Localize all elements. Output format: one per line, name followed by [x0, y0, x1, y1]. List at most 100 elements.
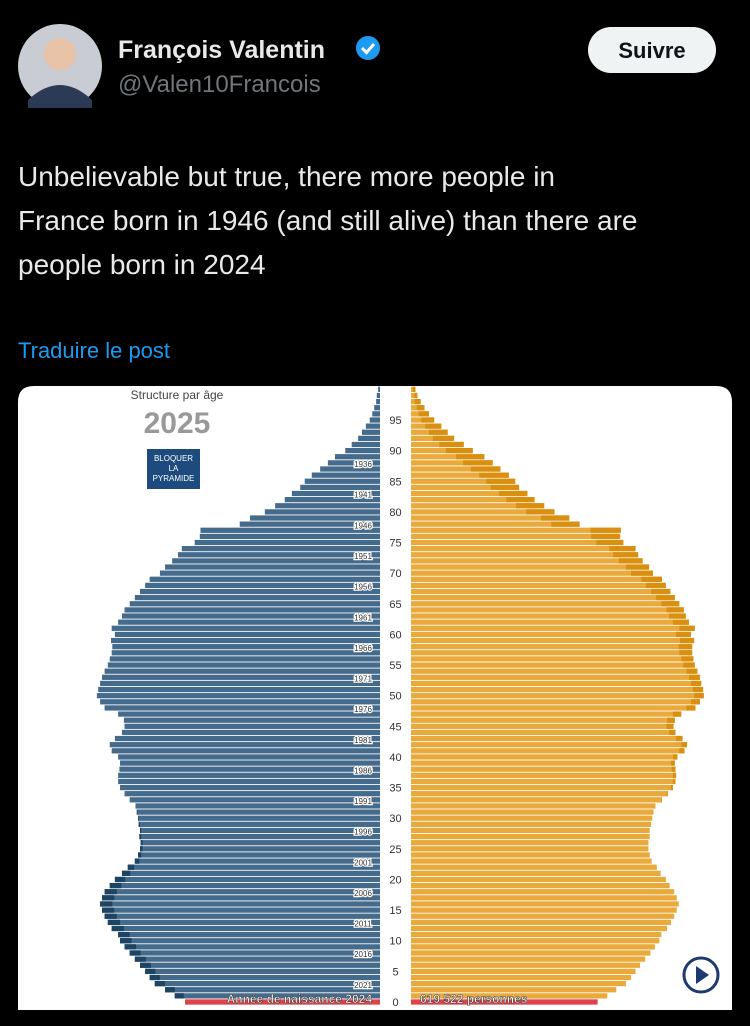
age-tick-label: 80	[389, 507, 401, 519]
female-surplus	[679, 637, 695, 644]
female-bar	[411, 552, 639, 558]
female-surplus	[591, 533, 621, 540]
female-bar	[411, 840, 649, 846]
female-bar	[411, 987, 617, 993]
male-bar	[177, 552, 380, 558]
female-bar	[411, 699, 700, 705]
female-bar	[411, 546, 636, 552]
female-surplus	[690, 699, 700, 705]
female-bar	[411, 705, 696, 711]
male-bar	[111, 625, 381, 631]
male-bar	[109, 882, 380, 889]
author-name[interactable]: François Valentin	[118, 36, 325, 64]
male-bar	[111, 925, 381, 932]
male-bar	[121, 729, 381, 736]
lock-label[interactable]: BLOQUER	[154, 454, 193, 463]
male-bar	[120, 938, 380, 944]
female-bar	[411, 625, 695, 631]
male-bar	[129, 601, 380, 607]
male-bar	[124, 723, 381, 729]
female-bar	[411, 576, 662, 582]
male-bar	[165, 987, 380, 993]
age-tick-label: 55	[389, 660, 401, 672]
female-bar	[411, 925, 668, 932]
female-surplus	[651, 588, 671, 595]
male-bar	[129, 797, 380, 803]
male-bar	[104, 913, 380, 919]
male-bar	[120, 784, 380, 791]
male-bar	[102, 907, 380, 913]
male-bar	[291, 490, 380, 497]
birth-year-label: 2021	[354, 981, 372, 990]
male-surplus	[138, 852, 142, 858]
female-bar	[411, 637, 695, 644]
male-surplus	[139, 846, 143, 852]
age-tick-label: 90	[389, 446, 401, 458]
female-bar	[411, 815, 653, 821]
male-bar	[264, 509, 380, 515]
female-bar	[411, 668, 698, 674]
age-tick-label: 70	[389, 568, 401, 580]
female-bar	[411, 441, 464, 448]
male-surplus	[149, 974, 160, 981]
birth-year-label: 2006	[354, 889, 372, 898]
female-surplus	[670, 784, 673, 791]
female-bar	[411, 791, 668, 797]
female-surplus	[679, 625, 695, 631]
age-tick-label: 75	[389, 538, 401, 550]
male-bar	[300, 484, 380, 491]
male-surplus	[109, 882, 122, 889]
female-surplus	[439, 441, 464, 448]
female-surplus	[416, 405, 425, 411]
female-bar	[411, 631, 691, 638]
female-surplus	[679, 650, 693, 656]
female-surplus	[499, 490, 528, 497]
male-surplus	[165, 987, 175, 993]
female-bar	[411, 447, 473, 454]
male-bar	[138, 821, 380, 827]
female-surplus	[670, 760, 675, 766]
male-bar	[145, 968, 380, 975]
age-tick-label: 45	[389, 721, 401, 733]
birth-year-label: 2011	[354, 920, 372, 929]
female-bar	[411, 582, 666, 589]
male-bar	[139, 962, 380, 968]
male-bar	[154, 980, 380, 987]
lock-label[interactable]: PYRAMIDE	[153, 474, 195, 483]
male-surplus	[114, 876, 126, 883]
female-surplus	[676, 735, 683, 742]
female-bar	[411, 754, 678, 760]
female-bar	[411, 472, 509, 478]
follow-label[interactable]: Suivre	[618, 38, 685, 63]
female-surplus	[590, 527, 621, 533]
male-bar	[121, 613, 381, 619]
lock-button[interactable]	[147, 449, 200, 489]
female-bar	[411, 680, 702, 687]
female-bar	[411, 601, 680, 607]
age-tick-label: 95	[389, 415, 401, 427]
age-tick-label: 15	[389, 905, 401, 917]
male-bar	[185, 999, 380, 1005]
male-bar	[372, 411, 380, 417]
female-bar	[411, 466, 501, 472]
female-bar	[411, 539, 624, 546]
female-surplus	[609, 546, 636, 552]
male-bar	[361, 429, 380, 435]
female-surplus	[412, 386, 416, 393]
female-surplus	[418, 411, 430, 417]
male-surplus	[134, 858, 140, 864]
translate-link[interactable]: Traduire le post	[18, 338, 170, 363]
female-surplus	[490, 484, 520, 491]
female-bar	[411, 693, 704, 699]
female-bar	[411, 570, 653, 576]
female-bar	[411, 956, 646, 962]
female-bar	[411, 527, 621, 533]
female-surplus	[661, 797, 662, 803]
follow-button[interactable]	[588, 27, 716, 73]
lock-label[interactable]: LA	[169, 464, 179, 473]
male-surplus	[129, 950, 141, 956]
female-bar	[411, 497, 535, 503]
male-bar	[194, 539, 380, 546]
female-bar	[411, 729, 676, 736]
male-surplus	[138, 815, 139, 821]
